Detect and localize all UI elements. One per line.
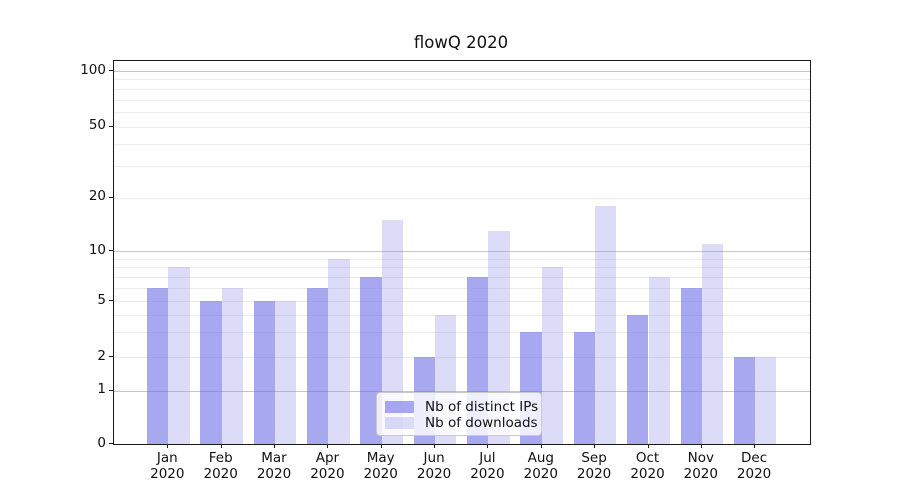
gridline-minor-40 <box>114 143 810 145</box>
gridline-minor-3 <box>114 332 810 334</box>
x-tick-mark-aug <box>540 444 542 448</box>
x-tick-mark-jun <box>434 444 436 448</box>
y-tick-mark-0 <box>109 443 113 444</box>
legend-row-distinct-ips: Nb of distinct IPs <box>385 399 538 415</box>
x-tick-label-jan: Jan 2020 <box>150 450 185 482</box>
x-tick-mark-apr <box>327 444 329 448</box>
x-tick-label-feb: Feb 2020 <box>203 450 238 482</box>
gridline-minor-30 <box>114 166 810 168</box>
bar-downloads-feb <box>221 288 243 444</box>
legend-label-distinct-ips: Nb of distinct IPs <box>425 398 539 415</box>
x-tick-label-dec: Dec 2020 <box>736 450 772 482</box>
bar-distinct-ips-mar <box>253 301 275 444</box>
gridline-minor-8 <box>114 267 810 269</box>
gridline-minor-2 <box>114 357 810 359</box>
x-tick-mark-oct <box>647 444 649 448</box>
y-tick-label-5: 5 <box>97 291 106 308</box>
legend-swatch-downloads <box>385 416 414 429</box>
bar-downloads-mar <box>275 301 297 444</box>
legend: Nb of distinct IPs Nb of downloads <box>376 392 542 436</box>
gridline-minor-80 <box>114 88 810 90</box>
bar-distinct-ips-nov <box>680 288 702 444</box>
x-tick-label-may: May 2020 <box>363 450 398 482</box>
legend-row-downloads: Nb of downloads <box>385 415 538 431</box>
x-tick-label-sep: Sep 2020 <box>576 450 612 482</box>
bar-downloads-nov <box>701 243 724 444</box>
bar-downloads-may <box>381 220 403 444</box>
gridline-minor-5 <box>114 301 810 303</box>
x-tick-mark-jul <box>487 444 489 448</box>
y-tick-mark-1 <box>109 389 113 391</box>
y-tick-label-2: 2 <box>97 347 106 364</box>
x-tick-label-aug: Aug 2020 <box>523 450 558 482</box>
bar-distinct-ips-jan <box>147 288 169 444</box>
y-tick-label-0: 0 <box>97 434 106 451</box>
bar-distinct-ips-oct <box>627 314 649 444</box>
y-tick-mark-20 <box>109 196 113 198</box>
x-tick-label-oct: Oct 2020 <box>630 450 665 482</box>
x-tick-label-jul: Jul 2020 <box>470 450 505 482</box>
x-tick-mark-may <box>380 444 382 448</box>
y-tick-label-50: 50 <box>88 117 106 133</box>
gridline-major-100 <box>114 71 810 72</box>
gridline-minor-70 <box>114 99 810 101</box>
y-tick-mark-50 <box>109 125 113 127</box>
bar-downloads-jan <box>168 267 190 444</box>
gridline-minor-60 <box>114 111 810 113</box>
gridline-minor-9 <box>114 258 810 260</box>
gridline-minor-90 <box>114 79 810 81</box>
x-tick-mark-nov <box>700 444 702 448</box>
bar-downloads-dec <box>755 357 777 444</box>
x-tick-mark-feb <box>220 444 222 448</box>
bar-downloads-jul <box>488 231 510 444</box>
plot-area <box>113 60 811 445</box>
y-tick-label-20: 20 <box>88 188 106 205</box>
y-tick-label-1: 1 <box>97 381 106 397</box>
y-tick-label-100: 100 <box>80 61 106 78</box>
bar-distinct-ips-sep <box>573 332 596 444</box>
x-tick-label-jun: Jun 2020 <box>416 450 452 482</box>
chart-title: flowQ 2020 <box>413 33 509 52</box>
bar-distinct-ips-dec <box>733 357 756 444</box>
x-tick-mark-mar <box>274 444 275 448</box>
y-tick-mark-5 <box>109 300 113 302</box>
x-tick-mark-sep <box>594 444 596 448</box>
gridline-minor-20 <box>114 197 810 199</box>
y-tick-mark-10 <box>109 250 113 252</box>
x-tick-label-mar: Mar 2020 <box>256 450 292 482</box>
legend-swatch-distinct-ips <box>385 400 414 413</box>
bar-distinct-ips-apr <box>307 288 329 444</box>
x-tick-mark-dec <box>754 444 756 448</box>
bar-downloads-aug <box>541 267 564 444</box>
y-tick-mark-100 <box>109 70 113 71</box>
gridline-minor-7 <box>114 276 810 278</box>
gridline-minor-6 <box>114 288 810 290</box>
gridline-major-10 <box>114 251 810 253</box>
bar-downloads-sep <box>595 205 617 444</box>
gridline-major-1 <box>114 390 810 392</box>
y-tick-mark-2 <box>109 356 113 358</box>
x-tick-label-apr: Apr 2020 <box>310 450 345 482</box>
gridline-minor-50 <box>114 126 810 128</box>
bar-downloads-oct <box>648 276 670 444</box>
bar-distinct-ips-feb <box>200 301 222 444</box>
gridline-minor-4 <box>114 314 810 316</box>
legend-label-downloads: Nb of downloads <box>425 414 538 431</box>
x-tick-label-nov: Nov 2020 <box>683 450 718 482</box>
y-tick-label-10: 10 <box>88 241 106 258</box>
bar-downloads-apr <box>328 258 350 444</box>
x-tick-mark-jan <box>167 444 169 448</box>
